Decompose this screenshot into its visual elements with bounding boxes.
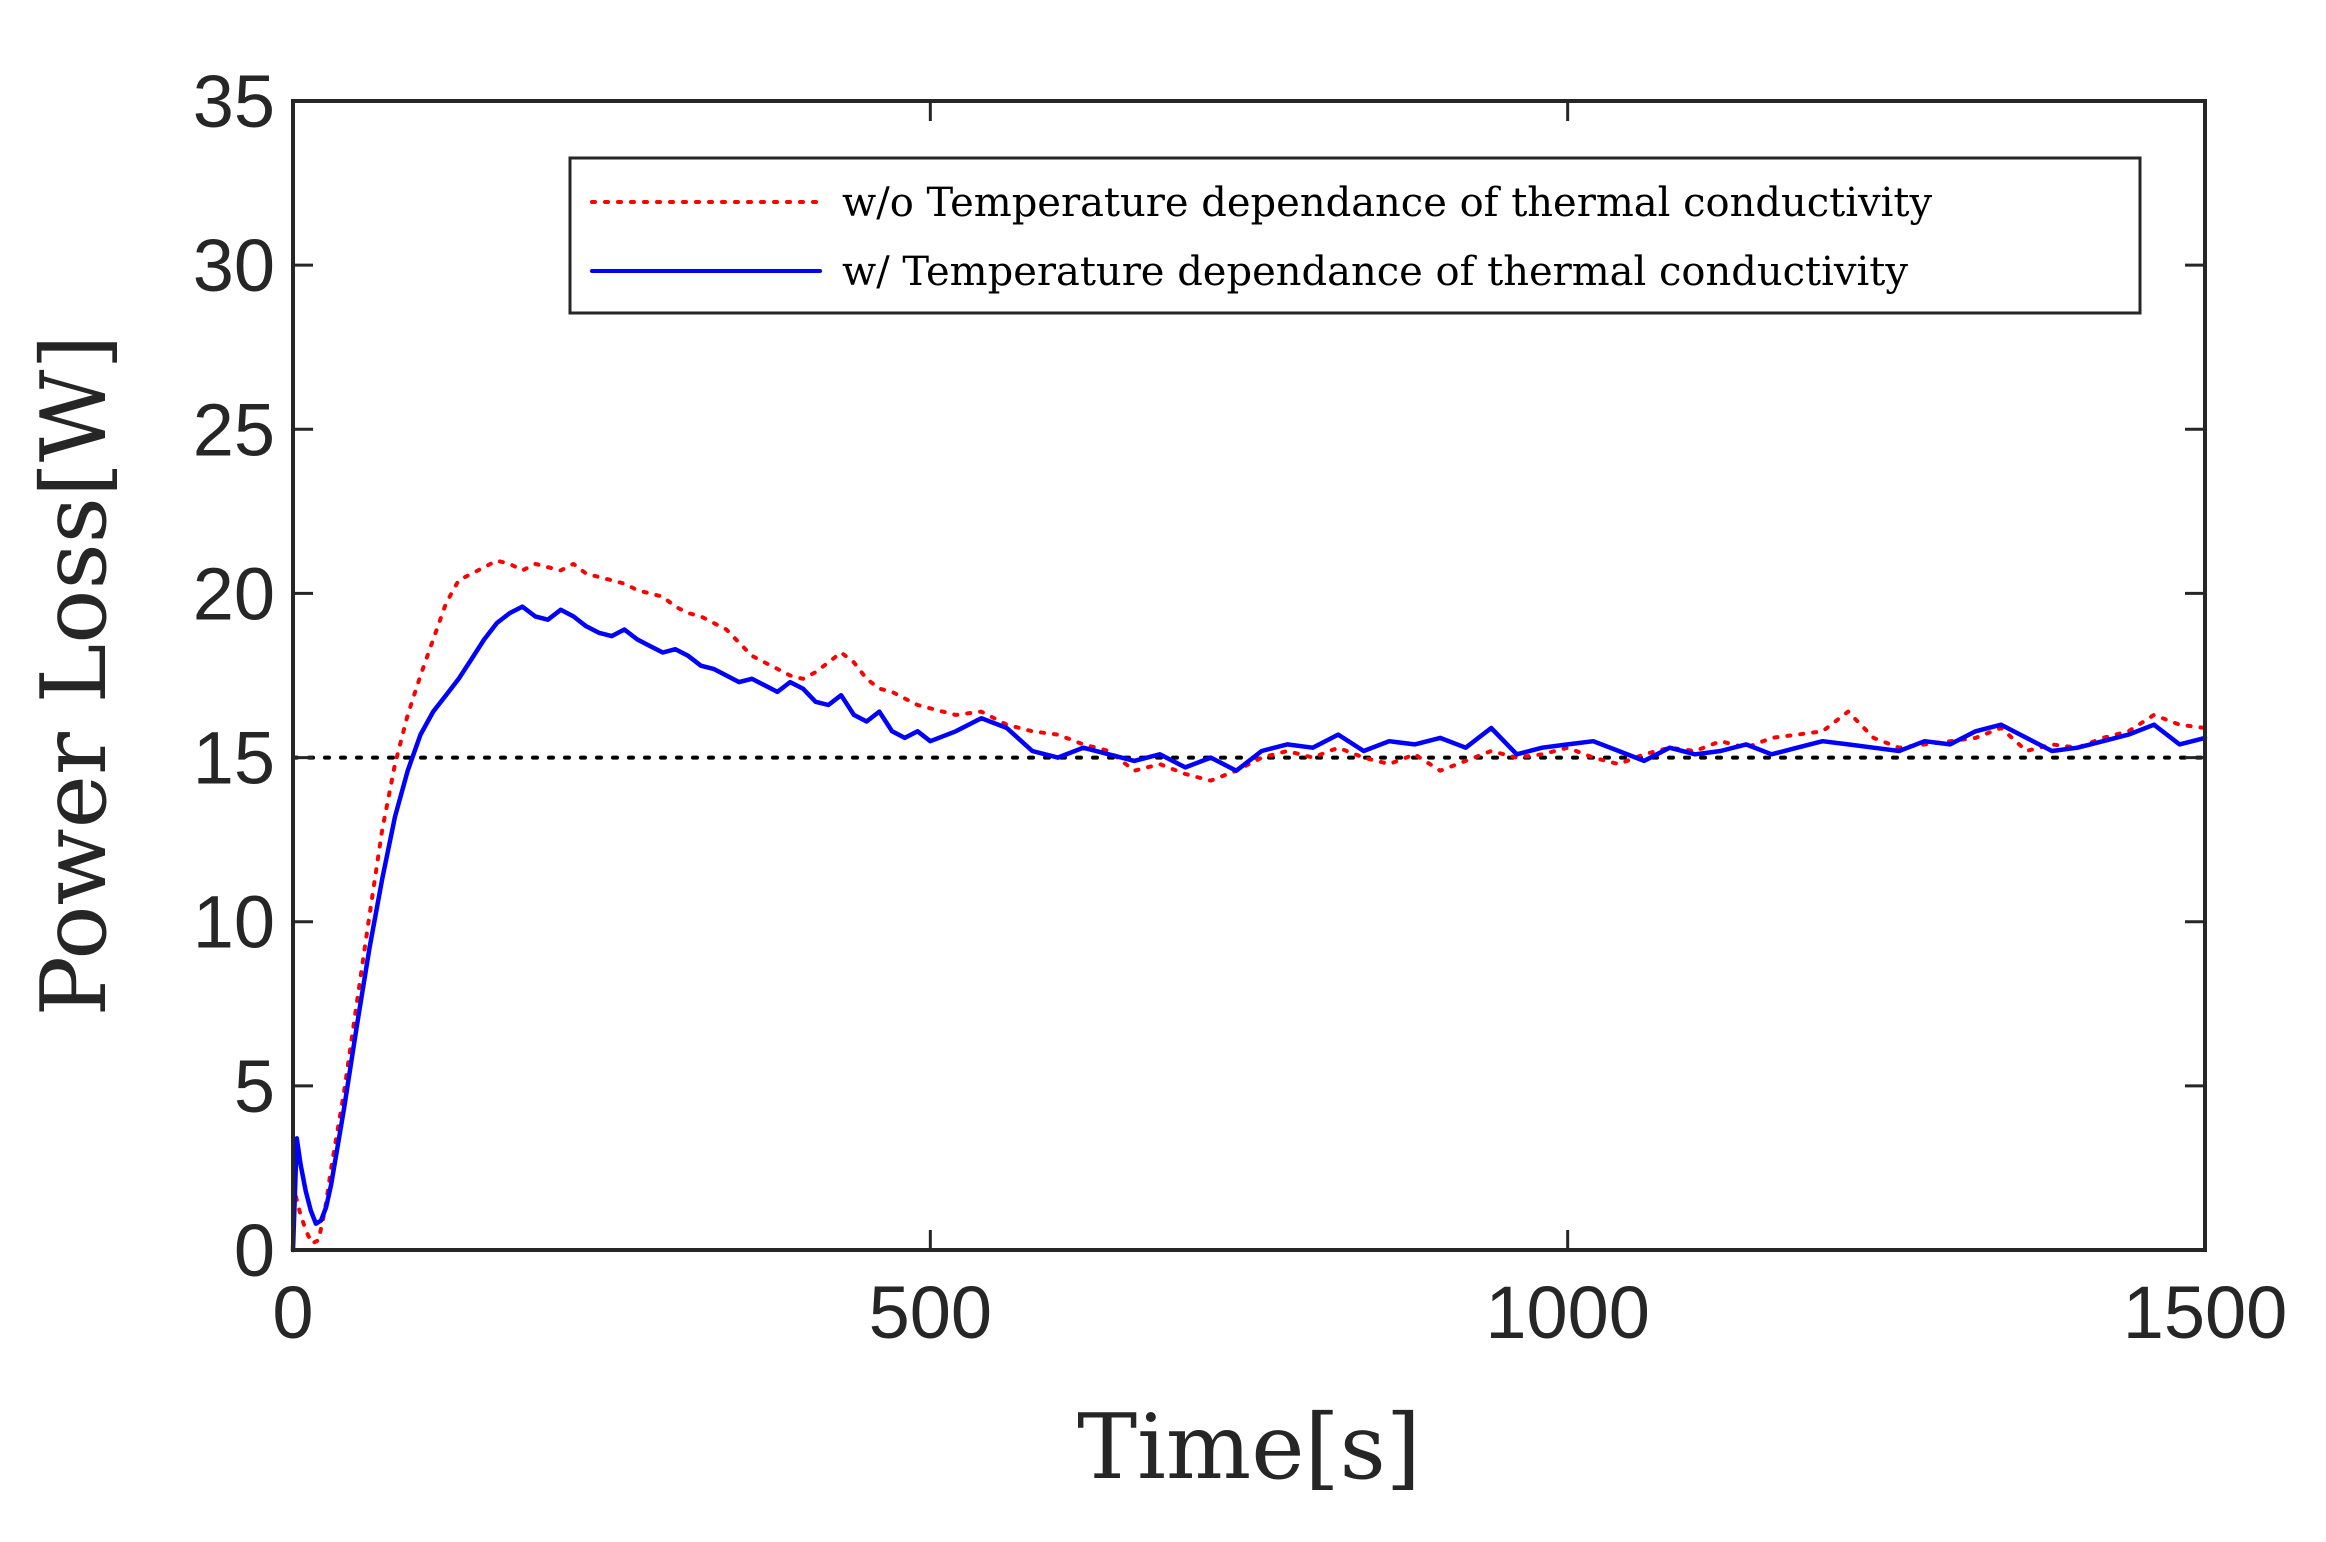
y-tick-label: 5 [234,1045,275,1128]
plot-lines [290,558,2208,1253]
y-axis-title: Power Loss[W] [22,334,127,1016]
x-tick-label: 1500 [2123,1271,2288,1354]
y-tick-label: 15 [193,717,275,800]
legend: w/o Temperature dependance of thermal co… [568,156,2142,315]
y-tick-label: 0 [234,1209,275,1292]
series-line-1 [290,604,2208,1253]
legend-box [568,156,2142,315]
x-tick-label: 0 [272,1271,313,1354]
x-axis-title: Time[s] [1077,1395,1421,1500]
y-tick-label: 10 [193,881,275,964]
plot-frame [291,99,2207,1252]
legend-label-with-temperature-dependance: w/ Temperature dependance of thermal con… [842,249,1908,295]
legend-label-without-temperature-dependance: w/o Temperature dependance of thermal co… [842,180,1932,226]
y-tick-label: 35 [193,60,275,143]
tick-labels: 0 500 1000 1500 0 5 10 15 20 25 30 35 [193,60,2288,1354]
x-tick-label: 1000 [1485,1271,1650,1354]
x-tick-label: 500 [869,1271,992,1354]
y-tick-label: 20 [193,552,275,635]
y-tick-label: 30 [193,224,275,307]
y-tick-label: 25 [193,388,275,471]
